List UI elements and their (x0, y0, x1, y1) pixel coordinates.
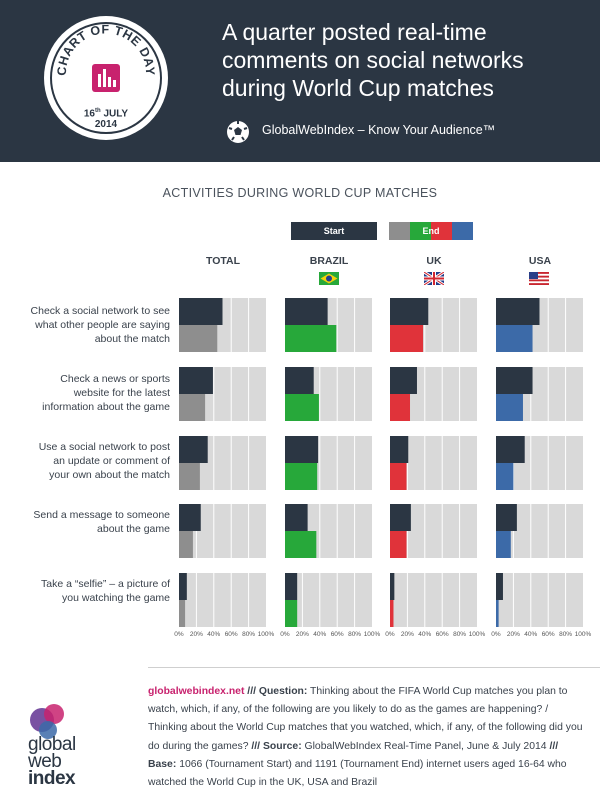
column-header-usa: USA (528, 255, 552, 267)
row-label-check-social: Check a social network to see what other … (30, 305, 170, 345)
bar-end-brazil-0 (285, 325, 337, 352)
tick-label: 0% (280, 631, 290, 638)
bar-start-brazil-1 (285, 367, 314, 394)
bar-end-uk-1 (390, 394, 411, 421)
bar-start-total-0 (179, 298, 223, 325)
column-header-total: TOTAL (205, 255, 241, 267)
bar-start-usa-2 (496, 436, 525, 463)
tick-label: 0% (385, 631, 395, 638)
bar-start-total-4 (179, 573, 187, 600)
tick-label: 60% (225, 631, 238, 638)
tick-label: 80% (242, 631, 255, 638)
row-label-send-message: Send a message to someone about the game (33, 509, 170, 535)
tick-label: 100% (364, 631, 381, 638)
bar-start-brazil-0 (285, 298, 328, 325)
column-header-uk: UK (426, 255, 442, 267)
bar-start-total-2 (179, 436, 208, 463)
bar-end-total-1 (179, 394, 206, 421)
tick-label: 60% (542, 631, 555, 638)
tick-label: 40% (418, 631, 431, 638)
bar-end-brazil-3 (285, 531, 317, 558)
page-title: A quarter posted real-time comments on s… (222, 19, 524, 101)
bar-end-usa-2 (496, 463, 514, 490)
tick-label: 40% (207, 631, 220, 638)
football-icon (227, 121, 249, 143)
legend-start: Start (291, 222, 377, 240)
bar-start-brazil-2 (285, 436, 319, 463)
bar-end-total-4 (179, 600, 186, 627)
bar-start-total-3 (179, 504, 201, 531)
track-brazil-4 (285, 573, 372, 627)
track-usa-4 (496, 573, 583, 627)
bar-end-usa-4 (496, 600, 499, 627)
bar-end-uk-3 (390, 531, 407, 558)
tick-label: 100% (575, 631, 592, 638)
tick-label: 0% (491, 631, 501, 638)
tick-label: 20% (296, 631, 309, 638)
bar-start-total-1 (179, 367, 213, 394)
tick-label: 0% (174, 631, 184, 638)
bar-start-uk-2 (390, 436, 409, 463)
bar-start-usa-1 (496, 367, 533, 394)
header-banner: CHART OF THE DAY 16th JULY 2014 A quarte… (0, 0, 600, 162)
bar-start-brazil-3 (285, 504, 308, 531)
tick-label: 100% (258, 631, 275, 638)
bar-start-usa-4 (496, 573, 503, 600)
badge-date: 16th JULY 2014 (83, 108, 129, 131)
chart-title: ACTIVITIES DURING WORLD CUP MATCHES (162, 186, 438, 200)
site-link[interactable]: globalwebindex.net (148, 686, 245, 697)
bar-start-uk-4 (390, 573, 395, 600)
bar-start-uk-1 (390, 367, 417, 394)
tick-label: 80% (453, 631, 466, 638)
tick-label: 20% (507, 631, 520, 638)
bar-start-brazil-4 (285, 573, 298, 600)
tick-label: 60% (331, 631, 344, 638)
usa-flag-icon (529, 272, 549, 285)
track-total-4 (179, 573, 266, 627)
chart-of-the-day-badge: CHART OF THE DAY 16th JULY 2014 (44, 16, 168, 140)
bar-start-usa-0 (496, 298, 540, 325)
bar-start-uk-3 (390, 504, 411, 531)
brazil-flag-icon (319, 272, 339, 285)
row-label-selfie: Take a “selfie” – a picture of you watchi… (41, 578, 170, 604)
bar-end-brazil-2 (285, 463, 318, 490)
bar-end-usa-0 (496, 325, 533, 352)
tick-label: 40% (313, 631, 326, 638)
tick-label: 80% (348, 631, 361, 638)
uk-flag-icon (424, 272, 444, 285)
bar-end-uk-0 (390, 325, 424, 352)
column-header-brazil: BRAZIL (309, 255, 349, 267)
tagline: GlobalWebIndex – Know Your Audience™ (262, 123, 496, 137)
legend-end: End (389, 222, 473, 240)
bar-end-total-3 (179, 531, 193, 558)
tick-label: 100% (469, 631, 486, 638)
bar-end-uk-2 (390, 463, 407, 490)
bar-end-brazil-1 (285, 394, 319, 421)
bar-start-uk-0 (390, 298, 429, 325)
bar-end-uk-4 (390, 600, 394, 627)
tick-label: 80% (559, 631, 572, 638)
footnote: globalwebindex.net /// Question: Thinkin… (148, 686, 583, 789)
bar-chart: 0% 20% 40% 60% 80% 100% 0% 20% 40% 60% 80% 100% 0% 20… (174, 298, 592, 638)
tick-label: 60% (436, 631, 449, 638)
bar-end-usa-1 (496, 394, 523, 421)
bar-end-total-0 (179, 325, 218, 352)
footer-divider (148, 667, 600, 668)
bar-end-brazil-4 (285, 600, 298, 627)
tick-label: 40% (524, 631, 537, 638)
bar-start-usa-3 (496, 504, 517, 531)
bar-end-total-2 (179, 463, 200, 490)
tick-label: 20% (401, 631, 414, 638)
track-uk-4 (390, 573, 477, 627)
row-label-check-news: Check a news or sports website for the la… (42, 373, 170, 413)
tick-label: 20% (190, 631, 203, 638)
bar-end-usa-3 (496, 531, 511, 558)
globalwebindex-logo: global web index (28, 702, 118, 792)
row-label-post-update: Use a social network to post an update or… (38, 441, 170, 481)
badge-arc-text: CHART OF THE DAY (55, 22, 157, 92)
